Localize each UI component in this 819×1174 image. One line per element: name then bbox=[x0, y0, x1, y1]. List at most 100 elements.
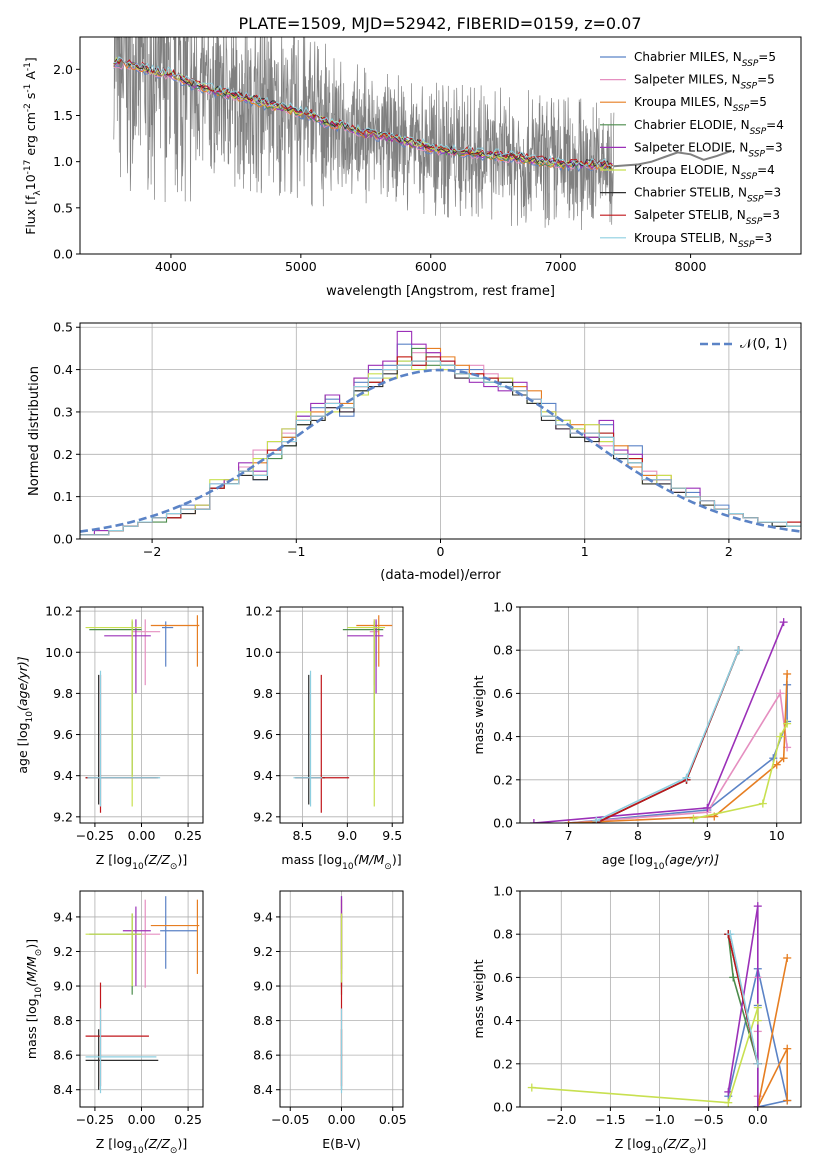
x-axis-label: wavelength [Angstrom, rest frame] bbox=[326, 284, 555, 299]
x-tick-label: 0.00 bbox=[128, 1112, 156, 1127]
y-tick-label: 10.2 bbox=[245, 604, 273, 619]
axes-frame: −0.05 0.00 0.05 8.4 8.6 8.8 9.0 9.2 9.4 E(B-V) bbox=[253, 890, 407, 1151]
legend-entry: Chabrier STELIB, NSSP=3 bbox=[634, 186, 781, 205]
legend-entry: Salpeter STELIB, NSSP=3 bbox=[634, 208, 780, 227]
x-tick-label: 4000 bbox=[155, 259, 187, 274]
errorbar-point bbox=[162, 621, 174, 667]
x-axis-label: mass [log10(M/M⊙)] bbox=[281, 852, 401, 872]
panel-weight_vs_age bbox=[520, 606, 801, 824]
panel-age_vs_Z bbox=[80, 607, 203, 823]
x-tick-label: 9 bbox=[703, 828, 711, 843]
x-axis-label: Z [log10(Z/Z⊙)] bbox=[615, 1136, 706, 1156]
errorbar-point bbox=[87, 670, 161, 807]
y-tick-label: 8.6 bbox=[253, 1048, 273, 1063]
plot-area bbox=[85, 615, 200, 813]
y-tick-label: 0.2 bbox=[493, 772, 513, 787]
y-tick-label: 9.2 bbox=[53, 809, 73, 824]
y-axis-label: mass [log10(M/M⊙)] bbox=[24, 939, 44, 1059]
y-tick-label: 10.2 bbox=[45, 604, 73, 619]
legend-entry: 𝒩(0, 1) bbox=[740, 337, 787, 352]
y-axis-label: Flux [fλ10-17 erg cm-2 s-1 A-1] bbox=[23, 57, 43, 235]
axes-frame: −2 −1 0 1 2 0.0 0.1 0.2 0.3 0.4 0.5 𝒩(0, 1) (data-mo… bbox=[27, 320, 802, 583]
residual-histogram bbox=[80, 360, 801, 536]
y-tick-label: 0.0 bbox=[493, 816, 513, 831]
errorbar-point bbox=[347, 619, 386, 807]
errorbar-point bbox=[104, 619, 151, 694]
weight-marker bbox=[776, 689, 785, 698]
axes-frame: −0.25 0.00 0.25 9.2 9.4 9.6 9.8 10.0 10.2 Z [log1… bbox=[15, 604, 204, 872]
y-tick-label: 0.5 bbox=[53, 320, 73, 335]
x-tick-label: 9.5 bbox=[382, 828, 402, 843]
y-tick-label: 8.4 bbox=[253, 1082, 273, 1097]
panel-mass_vs_ebv bbox=[280, 891, 403, 1107]
y-tick-label: 8.6 bbox=[53, 1048, 73, 1063]
weight-marker bbox=[776, 732, 785, 741]
axes-frame: −0.25 0.00 0.25 8.4 8.6 8.8 9.0 9.2 9.4 Z [log10(… bbox=[24, 890, 204, 1156]
spectrum-model-line bbox=[113, 57, 613, 168]
y-tick-label: 9.4 bbox=[53, 909, 73, 924]
x-tick-label: 8 bbox=[634, 828, 642, 843]
weight-marker bbox=[758, 799, 767, 808]
x-tick-label: 1 bbox=[581, 544, 589, 559]
errorbar-point bbox=[150, 615, 200, 667]
y-axis-label: Normed distribution bbox=[27, 366, 42, 496]
y-tick-label: 9.4 bbox=[53, 768, 73, 783]
x-axis-label: (data-model)/error bbox=[380, 568, 501, 583]
plot-area bbox=[85, 896, 200, 1094]
weight-marker bbox=[772, 760, 781, 769]
x-tick-label: 0.05 bbox=[379, 1112, 407, 1127]
spectrum-model-line bbox=[113, 56, 613, 168]
y-tick-label: 10.0 bbox=[245, 645, 273, 660]
x-tick-label: 0.00 bbox=[128, 828, 156, 843]
x-tick-label: 0.25 bbox=[174, 828, 202, 843]
x-tick-label: 8000 bbox=[675, 259, 707, 274]
x-tick-label: −1.0 bbox=[644, 1112, 674, 1127]
y-axis-label: age [log10(age/yr)] bbox=[15, 656, 35, 773]
y-tick-label: 0.0 bbox=[53, 532, 73, 547]
y-tick-label: 0.5 bbox=[53, 200, 73, 215]
x-tick-label: −1 bbox=[287, 544, 305, 559]
weight-marker bbox=[783, 669, 792, 678]
y-tick-label: 0.2 bbox=[493, 1056, 513, 1071]
y-tick-label: 0.0 bbox=[493, 1100, 513, 1115]
legend-entry: Salpeter ELODIE, NSSP=3 bbox=[634, 140, 783, 159]
errorbar-point bbox=[85, 913, 142, 987]
y-tick-label: 9.6 bbox=[253, 727, 273, 742]
residual-legend: 𝒩(0, 1) bbox=[700, 337, 787, 352]
weight-marker bbox=[753, 1059, 762, 1068]
weight-marker bbox=[726, 930, 735, 939]
errorbar-point bbox=[85, 619, 142, 807]
y-tick-label: 0.4 bbox=[493, 729, 513, 744]
y-tick-label: 0.8 bbox=[493, 927, 513, 942]
x-tick-label: −0.25 bbox=[76, 828, 114, 843]
x-tick-label: 10 bbox=[769, 828, 785, 843]
y-tick-label: 9.4 bbox=[253, 909, 273, 924]
y-tick-label: 0.1 bbox=[53, 489, 73, 504]
axes-frame: 8.5 9.0 9.5 9.2 9.4 9.6 9.8 10.0 10.2 mass [log10… bbox=[245, 604, 404, 872]
x-tick-label: 7 bbox=[565, 828, 573, 843]
errorbar-point bbox=[122, 906, 151, 987]
y-tick-label: 0.0 bbox=[53, 247, 73, 262]
errorbar-point bbox=[160, 896, 198, 969]
weight-marker bbox=[779, 618, 788, 627]
y-tick-label: 9.8 bbox=[53, 686, 73, 701]
y-tick-label: 9.6 bbox=[53, 727, 73, 742]
errorbar-point bbox=[347, 619, 384, 694]
x-tick-label: 8.5 bbox=[292, 828, 312, 843]
legend-entry: Kroupa MILES, NSSP=5 bbox=[634, 95, 767, 114]
plot-area bbox=[80, 330, 801, 536]
x-axis-label: Z [log10(Z/Z⊙)] bbox=[96, 1136, 187, 1156]
plot-area bbox=[113, 37, 733, 231]
panel-spectrum bbox=[113, 37, 733, 231]
x-tick-label: 9.0 bbox=[337, 828, 357, 843]
axes-frame: 7 8 9 10 0.0 0.2 0.4 0.6 0.8 1.0 age [log10(age/yr… bbox=[471, 600, 802, 872]
x-tick-label: 0 bbox=[437, 544, 445, 559]
y-tick-label: 9.4 bbox=[253, 768, 273, 783]
y-tick-label: 1.5 bbox=[53, 108, 73, 123]
y-tick-label: 0.2 bbox=[53, 447, 73, 462]
plot-area bbox=[529, 618, 792, 823]
legend-entry: Chabrier ELODIE, NSSP=4 bbox=[634, 118, 784, 137]
x-tick-label: 6000 bbox=[415, 259, 447, 274]
legend-entry: Chabrier MILES, NSSP=5 bbox=[634, 50, 776, 69]
